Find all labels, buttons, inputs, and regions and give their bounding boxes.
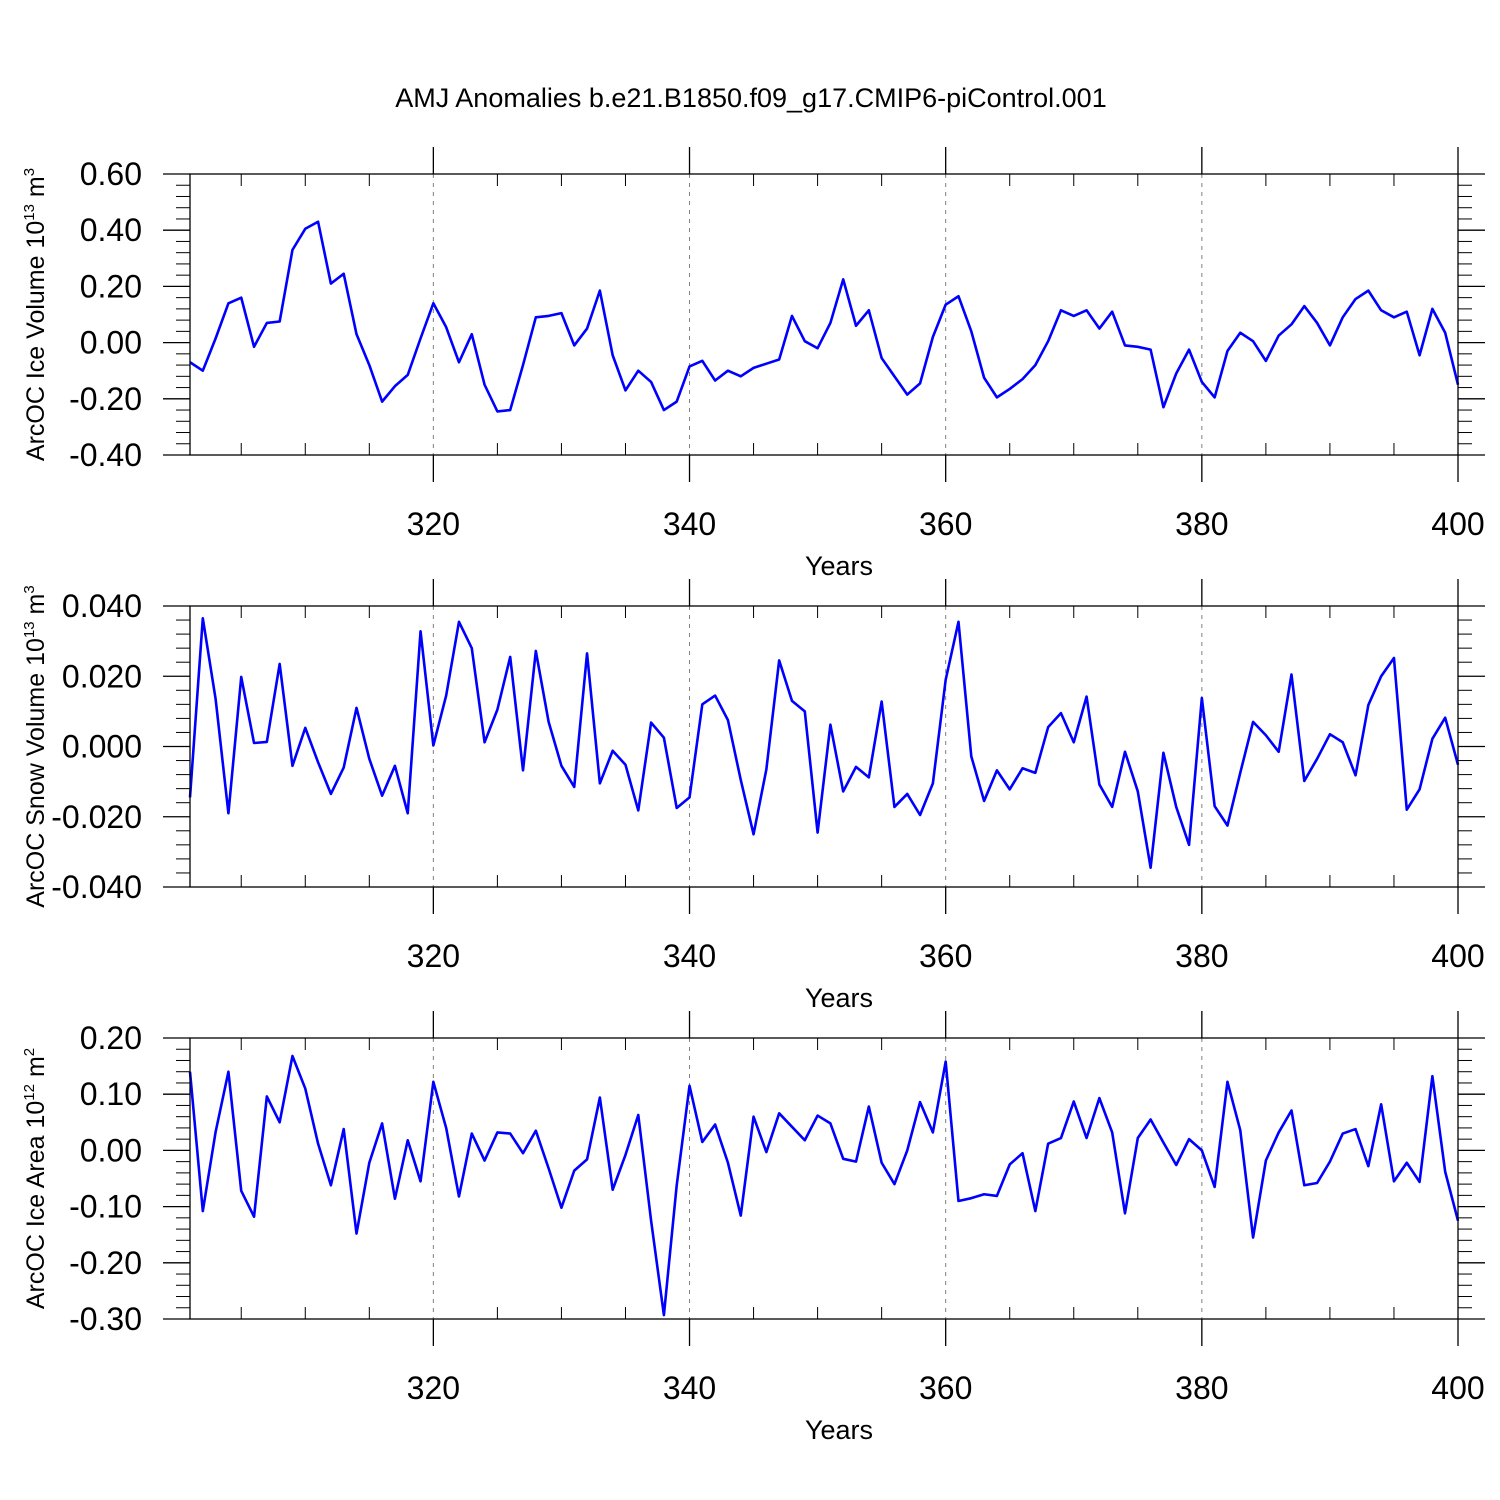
x-tick-label: 400 [1431,506,1484,542]
x-axis-label: Years [805,983,873,1013]
y-tick-label: 0.40 [80,212,142,248]
x-tick-label: 360 [919,1370,972,1406]
panels: 320 340 360 380 400 -0.40 -0.20 0.00 0.20 0.40 0.6… [21,147,1485,1445]
y-tick-label: 0.020 [62,658,142,694]
y-tick-label: 0.00 [80,1132,142,1168]
chart-title: AMJ Anomalies b.e21.B1850.f09_g17.CMIP6-… [395,83,1106,113]
y-tick-label: 0.000 [62,729,142,765]
series-line [189,220,1460,413]
y-tick-label: 0.20 [80,1020,142,1056]
x-tick-label: 360 [919,938,972,974]
x-tick-label: 320 [407,1370,460,1406]
y-axis-label: ArcOC Ice Volume 1013 m3 [21,168,50,461]
chart-panel-2: 320 340 360 380 400 -0.040 -0.020 0.000 0.020 0.0… [21,579,1485,1013]
x-tick-label: 340 [663,938,716,974]
y-tick-label: -0.40 [69,437,142,473]
y-tick-label: -0.020 [51,799,142,835]
x-tick-label: 380 [1175,506,1228,542]
y-tick-label: -0.10 [69,1189,142,1225]
y-tick-label: -0.20 [69,381,142,417]
x-tick-label: 380 [1175,1370,1228,1406]
y-tick-label: -0.040 [51,869,142,905]
chart-panel-1: 320 340 360 380 400 -0.40 -0.20 0.00 0.20 0.40 0.6… [21,147,1485,581]
x-tick-label: 320 [407,506,460,542]
x-tick-label: 360 [919,506,972,542]
y-tick-label: 0.60 [80,156,142,192]
chart-panel-3: 320 340 360 380 400 -0.30 -0.20 -0.10 0.00 0.10 0.… [21,1011,1485,1445]
y-axis-label: ArcOC Ice Area 1012 m2 [21,1048,50,1309]
series-line [188,616,1460,869]
x-tick-label: 320 [407,938,460,974]
plot-frame [189,173,1459,456]
plot-frame [189,1037,1459,1320]
y-tick-label: 0.10 [80,1076,142,1112]
y-axis-label: ArcOC Snow Volume 1013 m3 [21,585,50,907]
x-axis-label: Years [805,1415,873,1445]
x-tick-label: 400 [1431,1370,1484,1406]
x-tick-label: 380 [1175,938,1228,974]
y-tick-label: -0.20 [69,1245,142,1281]
y-tick-label: 0.040 [62,588,142,624]
x-tick-label: 340 [663,1370,716,1406]
plot-frame [189,605,1459,888]
y-tick-label: -0.30 [69,1301,142,1337]
x-tick-label: 400 [1431,938,1484,974]
x-axis-label: Years [805,551,873,581]
y-tick-label: 0.20 [80,268,142,304]
x-tick-label: 340 [663,506,716,542]
series-line [188,1054,1460,1317]
y-tick-label: 0.00 [80,325,142,361]
